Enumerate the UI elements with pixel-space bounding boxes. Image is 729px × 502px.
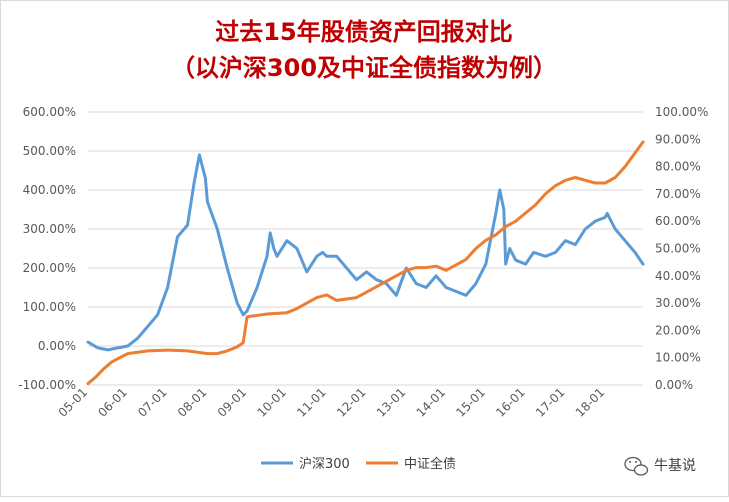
left-axis-ticks: -100.00% 0.00% 100.00% 200.00% 300.00% 400.00… bbox=[18, 105, 76, 392]
watermark-text: 牛基说 bbox=[654, 457, 696, 474]
chart-title: 过去15年股债资产回报对比 bbox=[215, 18, 512, 46]
legend: 沪深300 中证全债 bbox=[261, 456, 456, 472]
right-tick-label: 70.00% bbox=[655, 187, 701, 201]
left-tick-label: 400.00% bbox=[23, 183, 76, 197]
right-tick-label: 60.00% bbox=[655, 214, 701, 228]
right-tick-label: 0.00% bbox=[655, 378, 693, 392]
right-tick-label: 80.00% bbox=[655, 160, 701, 174]
right-tick-label: 20.00% bbox=[655, 323, 701, 337]
left-tick-label: -100.00% bbox=[18, 378, 76, 392]
left-tick-label: 600.00% bbox=[23, 105, 76, 119]
left-tick-label: 200.00% bbox=[23, 261, 76, 275]
left-tick-label: 500.00% bbox=[23, 144, 76, 158]
legend-label-bond: 中证全债 bbox=[404, 456, 456, 472]
legend-label-hs300: 沪深300 bbox=[299, 456, 350, 472]
series-line-hs300 bbox=[86, 153, 645, 352]
wechat-icon bbox=[624, 456, 649, 476]
right-tick-label: 30.00% bbox=[655, 296, 701, 310]
left-tick-label: 300.00% bbox=[23, 222, 76, 236]
left-tick-label: 100.00% bbox=[23, 300, 76, 314]
right-tick-label: 90.00% bbox=[655, 132, 701, 146]
watermark: 牛基说 bbox=[624, 456, 696, 476]
series-lines bbox=[86, 140, 645, 386]
left-tick-label: 0.00% bbox=[38, 339, 76, 353]
series-line-bond bbox=[86, 140, 645, 386]
right-tick-label: 50.00% bbox=[655, 242, 701, 256]
right-tick-label: 40.00% bbox=[655, 269, 701, 283]
right-axis-ticks: 0.00% 10.00% 20.00% 30.00% 40.00% 50.00% 60.00… bbox=[655, 105, 708, 392]
right-tick-label: 10.00% bbox=[655, 351, 701, 365]
chart-subtitle: （以沪深300及中证全债指数为例） bbox=[171, 54, 557, 82]
right-tick-label: 100.00% bbox=[655, 105, 708, 119]
